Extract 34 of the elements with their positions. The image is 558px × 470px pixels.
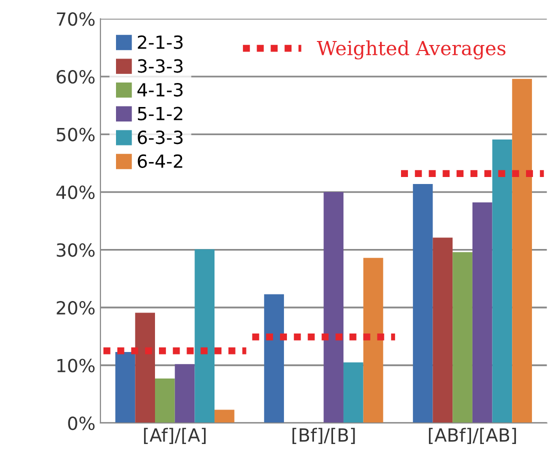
bar bbox=[412, 184, 433, 423]
legend-label: 4-1-3 bbox=[137, 82, 183, 97]
legend-label: 6-4-2 bbox=[138, 154, 182, 168]
bar bbox=[472, 202, 492, 423]
legend-label: 5-1-2 bbox=[138, 106, 182, 120]
bar bbox=[174, 364, 195, 423]
bar bbox=[363, 258, 384, 423]
bar bbox=[343, 362, 364, 423]
y-tick-label: 0% bbox=[68, 416, 95, 430]
bar bbox=[214, 410, 234, 423]
bar bbox=[264, 294, 284, 423]
y-tick-label: 60% bbox=[56, 70, 95, 84]
legend-label: 3-3-3 bbox=[138, 59, 183, 73]
bar bbox=[115, 352, 136, 423]
legend-label: Weighted Averages bbox=[316, 40, 506, 60]
bar bbox=[155, 378, 175, 423]
legend-label: 6-3-3 bbox=[138, 130, 183, 144]
x-tick-label: [Bf]/[B] bbox=[292, 428, 355, 444]
y-tick-label: 50% bbox=[56, 128, 95, 142]
y-tick-label: 20% bbox=[56, 300, 95, 315]
y-tick-label: 10% bbox=[57, 358, 95, 372]
legend-label: 2-1-3 bbox=[138, 35, 183, 50]
bar bbox=[512, 78, 532, 423]
bar bbox=[432, 238, 453, 423]
y-tick-label: 70% bbox=[56, 12, 95, 26]
bar bbox=[194, 249, 215, 423]
y-tick-label: 40% bbox=[56, 185, 95, 200]
bar bbox=[135, 312, 155, 423]
x-tick-label: [Af]/[A] bbox=[144, 428, 206, 444]
x-tick-label: [ABf]/[AB] bbox=[428, 428, 516, 444]
bar bbox=[452, 252, 472, 423]
bar bbox=[492, 139, 512, 423]
y-tick-label: 30% bbox=[56, 243, 95, 257]
bar bbox=[324, 192, 344, 423]
